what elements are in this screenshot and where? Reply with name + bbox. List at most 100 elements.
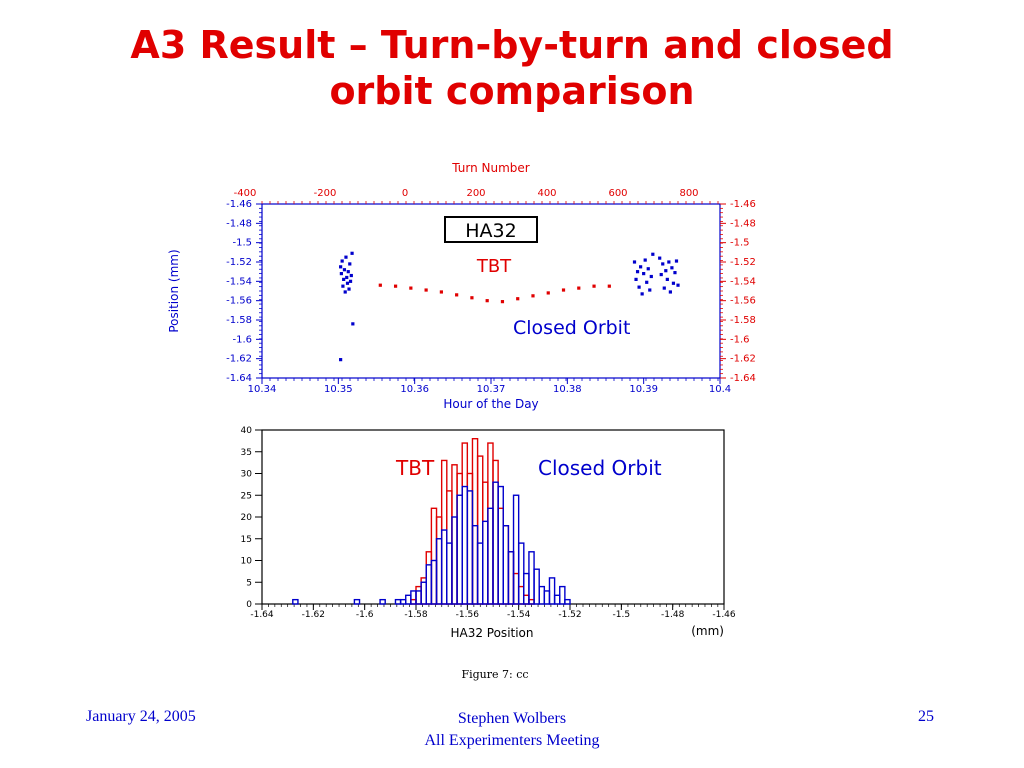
tbt-histogram-bin [487, 442, 494, 605]
tbt-histogram-bin [502, 524, 510, 605]
tbt-histogram-bin [451, 464, 458, 605]
top-axis-tick-label: 600 [608, 188, 627, 199]
closed-orbit-point [339, 272, 343, 276]
y-axis-left-tick-label: -1.52 [226, 257, 252, 268]
y-axis-tick-label: 15 [241, 535, 252, 545]
closed-orbit-histogram-bin [405, 594, 412, 605]
label-box [444, 216, 538, 243]
y-axis-right-tick-label: -1.56 [730, 296, 756, 307]
closed-orbit-histogram-bin [482, 520, 489, 605]
tbt-histogram-bin [430, 507, 438, 605]
tbt-point [485, 299, 489, 303]
tbt-histogram-bin [507, 551, 515, 605]
closed-orbit-point [648, 288, 652, 292]
footer-center: Stephen Wolbers All Experimenters Meetin… [330, 708, 694, 752]
tbt-point [577, 286, 581, 290]
tbt-point [516, 297, 520, 301]
closed-orbit-point [668, 290, 672, 294]
top-axis-tick-label: -400 [234, 188, 257, 199]
closed-orbit-histogram-bin [564, 598, 571, 605]
tbt-histogram-bin [512, 572, 520, 605]
closed-orbit-histogram-bin [512, 494, 520, 605]
closed-orbit-point [342, 268, 347, 272]
tbt-histogram-bin [517, 585, 525, 605]
closed-orbit-histogram-bin [379, 598, 386, 605]
y-axis-left-tick-label: -1.46 [226, 199, 252, 210]
closed-orbit-point [649, 274, 653, 279]
closed-orbit-annotation: Closed Orbit [513, 317, 630, 339]
turn-by-turn-scatter-chart: -400 -200 0 200 400 600 800 Turn Number 10.34 10.… [167, 161, 756, 411]
slide-title: A3 Result – Turn-by-turn and closed orbi… [60, 22, 964, 114]
closed-orbit-point [674, 259, 679, 263]
closed-orbit-point [670, 266, 674, 270]
closed-orbit-point [661, 262, 665, 266]
y-axis-right-tick-label: -1.48 [730, 218, 756, 229]
tbt-point [561, 288, 566, 292]
closed-orbit-histogram-bin [420, 581, 427, 605]
closed-orbit-point [676, 283, 680, 287]
closed-orbit-histogram-bin [461, 485, 469, 605]
tbt-point [424, 288, 428, 292]
tbt-histogram-bin [446, 490, 453, 605]
closed-orbit-histogram-bin [528, 551, 535, 605]
closed-orbit-histogram-bin [415, 590, 422, 605]
x-axis-tick-label: 10.35 [324, 384, 353, 395]
closed-orbit-point [665, 277, 669, 281]
closed-orbit-point [632, 260, 637, 264]
tbt-point [393, 284, 398, 288]
closed-orbit-point [349, 273, 353, 278]
closed-orbit-point [667, 260, 671, 264]
x-axis-unit: (mm) [691, 624, 724, 638]
closed-orbit-point [339, 265, 343, 269]
closed-orbit-point [346, 270, 350, 274]
closed-orbit-point [347, 287, 351, 291]
tbt-histogram-bin [523, 594, 530, 605]
footer-page-number: 25 [918, 708, 934, 725]
y-axis-tick-label: 35 [241, 448, 252, 458]
y-axis-tick-label: 25 [241, 491, 252, 501]
tbt-point [409, 286, 413, 290]
y-axis-left-tick-label: -1.62 [226, 354, 252, 365]
closed-orbit-point [664, 269, 668, 273]
y-axis-left-tick-label: -1.56 [226, 296, 252, 307]
y-axis-tick-label: 20 [241, 513, 253, 523]
y-axis-right-tick-label: -1.64 [730, 373, 756, 384]
closed-orbit-histogram-bin [446, 542, 453, 605]
closed-orbit-histogram-bin [394, 598, 402, 605]
x-axis-tick-label: 10.38 [553, 384, 582, 395]
x-axis-tick-label: 10.34 [248, 384, 277, 395]
y-axis-right-tick-label: -1.52 [730, 257, 756, 268]
closed-orbit-point [345, 281, 350, 285]
closed-orbit-histogram-bin [502, 524, 510, 605]
y-axis-right-tick-label: -1.46 [730, 199, 756, 210]
closed-orbit-histogram-bin [292, 598, 299, 605]
closed-orbit-histogram-bin [466, 490, 474, 605]
closed-orbit-point [339, 358, 343, 362]
closed-orbit-histogram-bin [548, 577, 556, 605]
closed-orbit-histogram-bin [517, 542, 525, 605]
closed-orbit-point [643, 258, 647, 262]
y-axis-right-tick-label: -1.54 [730, 276, 756, 287]
tbt-histogram-bin [425, 551, 433, 605]
closed-orbit-point [640, 292, 644, 296]
closed-orbit-histogram-bin [471, 524, 479, 605]
tbt-point [470, 296, 474, 300]
y-axis-tick-label: 0 [246, 600, 252, 610]
closed-orbit-histogram-bin [399, 598, 407, 605]
closed-orbit-point [658, 256, 662, 260]
closed-orbit-point [344, 255, 348, 259]
closed-orbit-histogram-bin [553, 594, 561, 605]
footer-date: January 24, 2005 [86, 708, 196, 725]
x-axis-label: Hour of the Day [443, 397, 538, 411]
closed-orbit-point [341, 284, 345, 288]
closed-orbit-histogram-bin [410, 590, 417, 605]
position-histogram-chart: 0 5 10 15 20 25 30 35 40 -1.64 -1.62 -1.6 -1.58 -1.56… [241, 426, 736, 640]
top-axis-label: Turn Number [451, 161, 530, 175]
y-axis-left-tick-label: -1.6 [232, 334, 252, 345]
y-axis-tick-label: 5 [246, 578, 252, 588]
tbt-histogram-bin [415, 585, 422, 605]
tbt-histogram-bin [435, 516, 443, 605]
closed-orbit-point [662, 286, 666, 290]
closed-orbit-point [646, 267, 650, 271]
tbt-histogram-bin [482, 481, 489, 605]
